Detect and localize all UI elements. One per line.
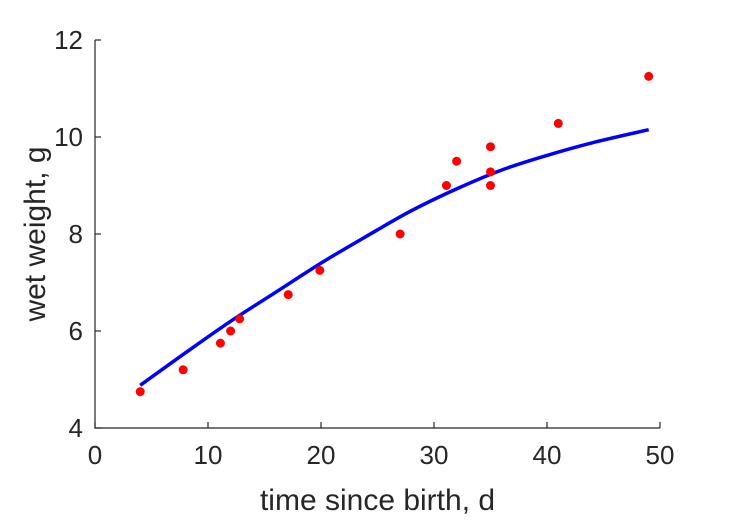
y-tick-label: 12 — [54, 25, 83, 55]
x-tick-label: 20 — [307, 440, 336, 470]
data-point — [486, 181, 495, 190]
data-point — [283, 290, 293, 300]
y-tick-label: 4 — [69, 413, 83, 443]
data-point — [452, 156, 462, 166]
x-tick-label: 0 — [88, 440, 102, 470]
data-point — [178, 365, 188, 375]
axes: 0 10 20 30 40 50 4 6 8 10 12 — [54, 25, 674, 470]
x-tick-label: 50 — [646, 440, 675, 470]
axis-labels: time since birth, d wet weight, g — [19, 146, 495, 517]
data-point — [315, 265, 325, 275]
x-axis-label: time since birth, d — [260, 484, 495, 517]
data-point — [644, 71, 654, 81]
data-point — [395, 229, 405, 239]
y-tick-label: 6 — [69, 316, 83, 346]
data-points-layer — [135, 71, 654, 397]
data-point — [486, 142, 495, 152]
fit-curve-layer — [139, 128, 650, 387]
data-point — [441, 181, 451, 190]
data-point — [235, 314, 245, 324]
x-tick-label: 40 — [533, 440, 562, 470]
y-tick-label: 8 — [69, 219, 83, 249]
fit-curve — [139, 128, 650, 387]
data-point — [226, 326, 236, 336]
data-point — [135, 387, 145, 397]
data-point — [486, 167, 495, 177]
y-tick-label: 10 — [54, 122, 83, 152]
data-point — [215, 338, 225, 348]
y-axis-label: wet weight, g — [19, 146, 52, 322]
x-tick-label: 30 — [420, 440, 449, 470]
data-point — [553, 118, 563, 128]
x-tick-label: 10 — [194, 440, 223, 470]
